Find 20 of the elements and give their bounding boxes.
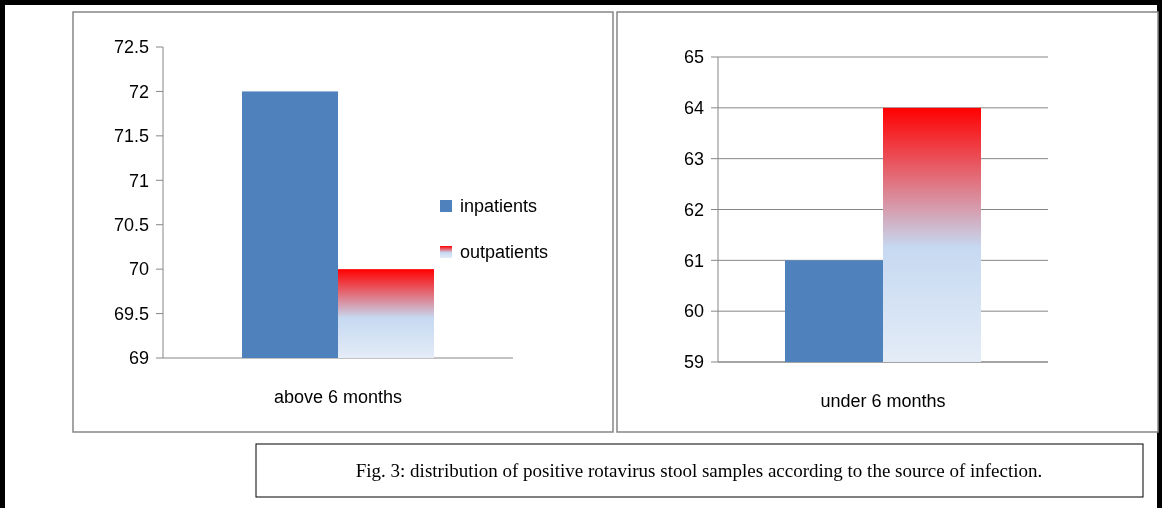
caption: Fig. 3: distribution of positive rotavirus stool samples according to the source of infection. — [355, 459, 1043, 481]
y-tick-label: 62 — [683, 199, 704, 220]
y-tick-label: 72 — [128, 81, 149, 102]
y-tick-label: 59 — [683, 352, 704, 373]
y-tick-label: 69.5 — [113, 303, 149, 324]
y-tick-label: 63 — [683, 148, 704, 169]
legend-label: inpatients — [460, 196, 538, 217]
y-tick-label: 71.5 — [113, 126, 149, 147]
y-tick-label: 65 — [683, 47, 704, 68]
y-tick-label: 70.5 — [113, 215, 149, 236]
x-tick-label: above 6 months — [273, 387, 403, 407]
y-tick-label: 72.5 — [113, 37, 149, 58]
x-tick-label: under 6 months — [820, 391, 946, 411]
y-tick-label: 60 — [683, 301, 704, 322]
y-tick-label: 69 — [128, 348, 149, 369]
legend-label: outpatients — [460, 242, 549, 263]
y-tick-label: 70 — [128, 259, 149, 280]
y-tick-label: 61 — [683, 250, 704, 271]
y-tick-label: 71 — [128, 170, 149, 191]
y-tick-label: 64 — [683, 98, 704, 119]
